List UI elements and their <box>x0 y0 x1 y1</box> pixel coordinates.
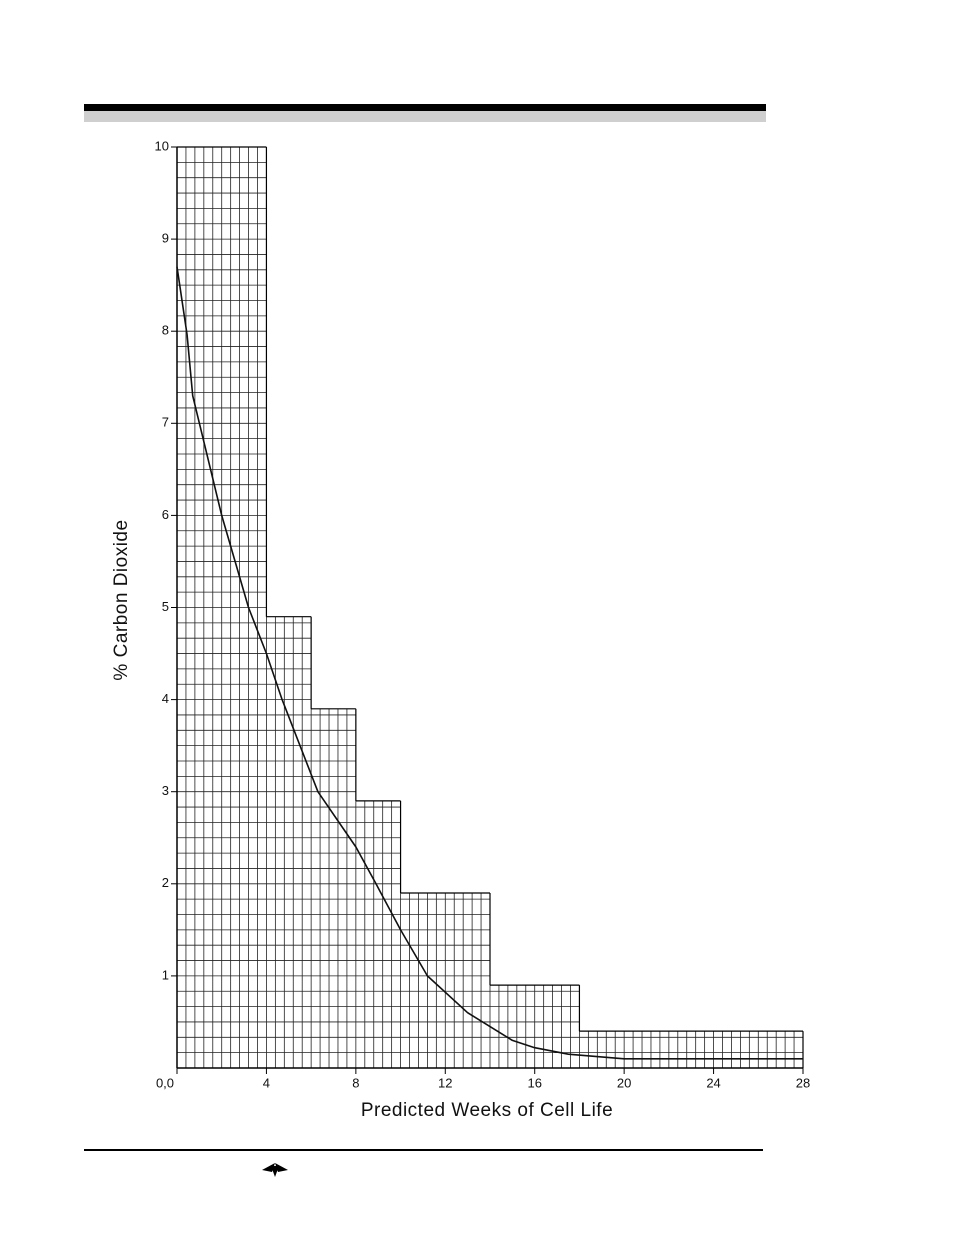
x-tick-label: 24 <box>706 1075 720 1090</box>
y-axis-title: % Carbon Dioxide <box>111 519 132 680</box>
y-tick-label: 9 <box>162 231 169 246</box>
x-tick-label: 12 <box>438 1075 452 1090</box>
y-tick-label: 2 <box>162 875 169 890</box>
y-tick-label: 7 <box>162 415 169 430</box>
x-tick-label: 20 <box>617 1075 631 1090</box>
header-shade <box>84 111 766 122</box>
y-tick-label: 5 <box>162 599 169 614</box>
x-tick-label: 28 <box>796 1075 810 1090</box>
y-tick-label: 3 <box>162 783 169 798</box>
x-tick-label: 8 <box>352 1075 359 1090</box>
x-axis-title: Predicted Weeks of Cell Life <box>361 1100 613 1121</box>
header-bar <box>84 104 766 111</box>
data-line <box>176 266 803 1060</box>
y-tick-label: 8 <box>162 323 169 338</box>
logo <box>262 1163 288 1177</box>
y-tick-label: 6 <box>162 507 169 522</box>
x-tick-label: 0,0 <box>156 1075 174 1090</box>
y-tick-label: 1 <box>162 967 169 982</box>
x-tick-label: 16 <box>527 1075 541 1090</box>
x-tick-label: 4 <box>263 1075 270 1090</box>
y-tick-label: 4 <box>162 691 169 706</box>
y-tick-label: 10 <box>155 138 169 153</box>
